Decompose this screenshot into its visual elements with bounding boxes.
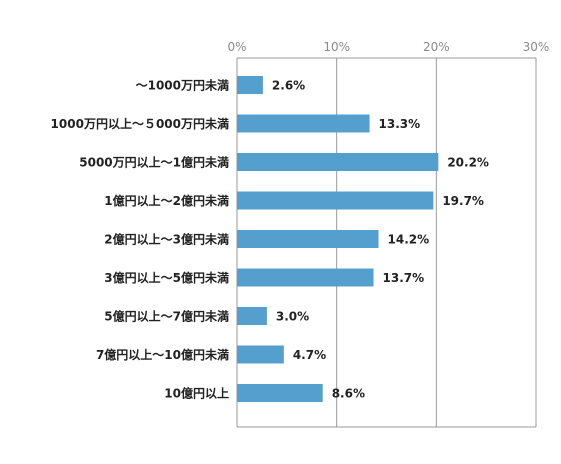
category-label-1: 1000万円以上～５000万円未満 (51, 116, 229, 131)
value-label-3: 19.7% (442, 194, 484, 208)
category-label-7: 7億円以上～10億円未満 (96, 347, 229, 362)
x-tick-label-0: 0% (227, 40, 246, 54)
category-label-5: 3億円以上～5億円未満 (104, 270, 229, 285)
labels: 0% 10% 20% 30% ～1000万円未満 2.6% 1000万円以上～５000万円未… (51, 40, 550, 401)
value-label-1: 13.3% (379, 117, 421, 131)
x-tick-label-30: 30% (523, 40, 550, 54)
category-label-8: 10億円以上 (164, 386, 229, 401)
category-label-3: 1億円以上～2億円未満 (104, 193, 229, 208)
value-label-8: 8.6% (332, 387, 365, 401)
x-tick-label-20: 20% (423, 40, 450, 54)
value-label-0: 2.6% (272, 79, 305, 93)
bar-3 (237, 191, 434, 210)
value-label-5: 13.7% (383, 271, 425, 285)
category-label-6: 5億円以上～7億円未満 (104, 309, 229, 324)
value-label-6: 3.0% (276, 310, 309, 324)
bar-7 (237, 345, 284, 364)
value-label-7: 4.7% (293, 348, 326, 362)
category-label-0: ～1000万円未満 (136, 78, 229, 93)
bar-6 (237, 307, 267, 325)
category-label-4: 2億円以上～3億円未満 (104, 232, 229, 247)
value-label-2: 20.2% (447, 156, 489, 170)
bar-1 (237, 114, 370, 133)
bar-4 (237, 230, 379, 248)
category-label-2: 5000万円以上～1億円未満 (79, 155, 229, 170)
bar-2 (237, 153, 439, 171)
bars (237, 76, 439, 402)
value-label-4: 14.2% (388, 233, 430, 247)
bar-8 (237, 384, 323, 402)
x-tick-label-10: 10% (323, 40, 350, 54)
bar-0 (237, 76, 263, 94)
bar-5 (237, 268, 374, 287)
